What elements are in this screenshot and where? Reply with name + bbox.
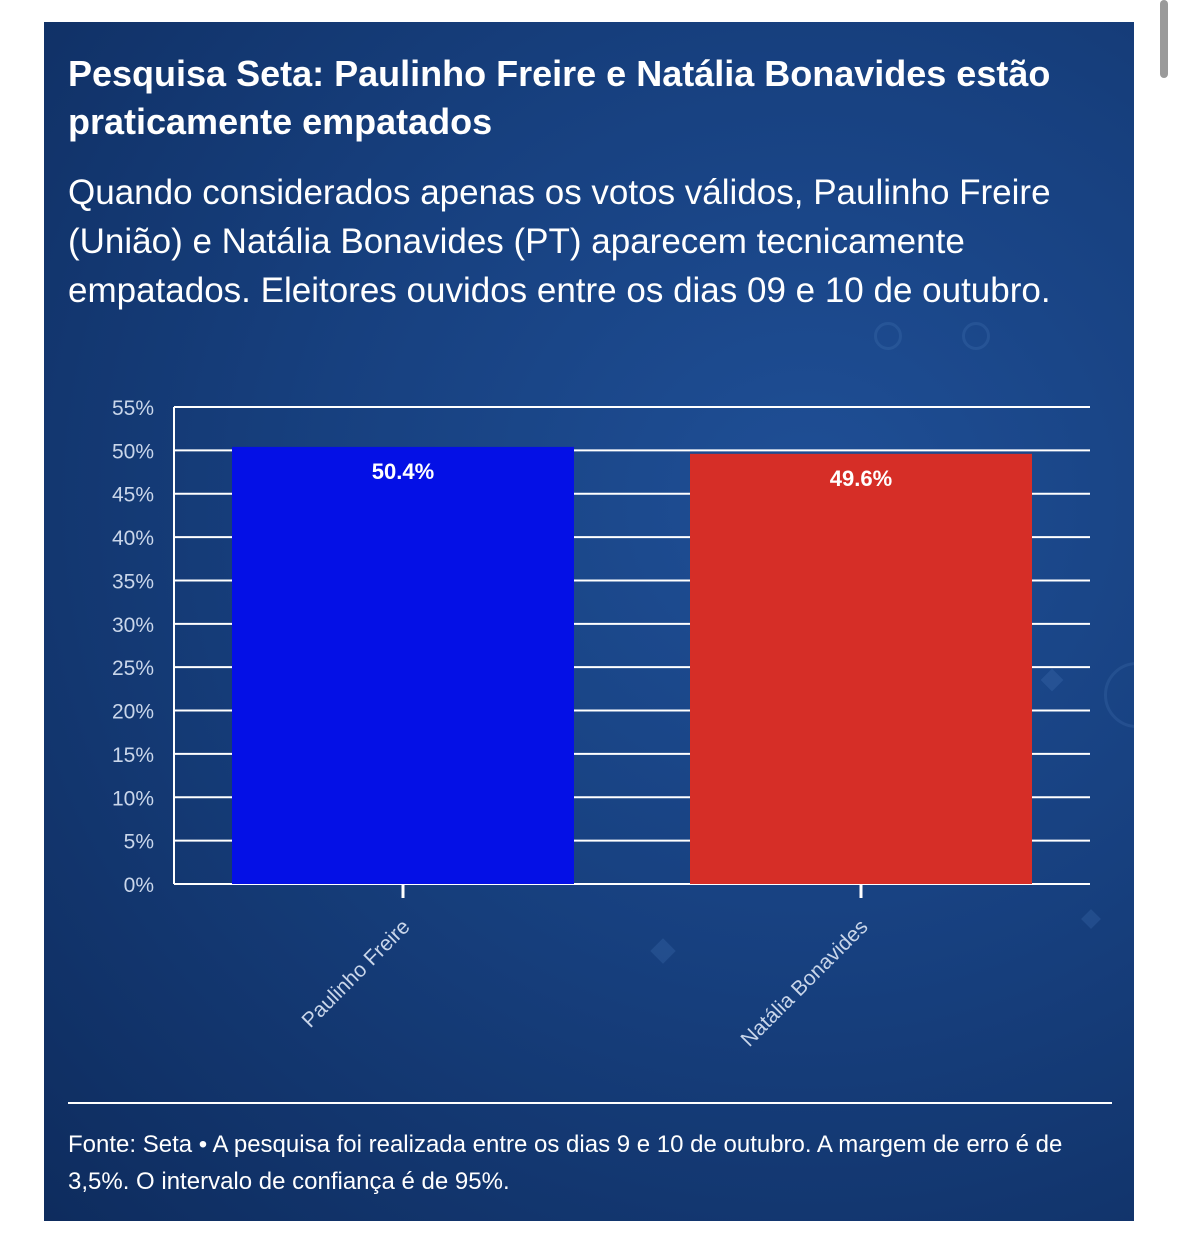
- y-tick-label: 50%: [112, 440, 154, 463]
- chart-subtitle: Quando considerados apenas os votos váli…: [68, 173, 1051, 310]
- y-tick-label: 0%: [124, 874, 154, 897]
- data-label: 49.6%: [830, 466, 892, 491]
- y-tick-label: 45%: [112, 484, 154, 507]
- decorative-circle: [874, 322, 902, 350]
- footer-divider: [68, 1102, 1112, 1104]
- decorative-circle: [962, 322, 990, 350]
- y-tick-label: 30%: [112, 614, 154, 637]
- data-label: 50.4%: [372, 459, 434, 484]
- chart-title: Pesquisa Seta: Paulinho Freire e Natália…: [68, 53, 1051, 142]
- bar: [232, 446, 574, 884]
- y-tick-label: 10%: [112, 787, 154, 810]
- page-scrollbar[interactable]: [1160, 0, 1168, 78]
- y-tick-label: 55%: [112, 397, 154, 420]
- y-tick-label: 35%: [112, 570, 154, 593]
- y-tick-label: 25%: [112, 657, 154, 680]
- x-tick-label: Natália Bonavides: [737, 915, 873, 1051]
- source-note: Fonte: Seta • A pesquisa foi realizada e…: [68, 1131, 1063, 1195]
- y-tick-label: 40%: [112, 527, 154, 550]
- y-tick-label: 5%: [124, 831, 154, 854]
- bar: [690, 453, 1032, 884]
- chart-card: Pesquisa Seta: Paulinho Freire e Natália…: [44, 22, 1134, 1221]
- y-tick-label: 15%: [112, 744, 154, 767]
- y-tick-label: 20%: [112, 701, 154, 724]
- bar-chart: 0% 5% 10% 15% 20% 25% 30% 35% 40% 45% 50% 55% Paulin…: [112, 397, 1090, 1051]
- x-tick-label: Paulinho Freire: [298, 915, 415, 1032]
